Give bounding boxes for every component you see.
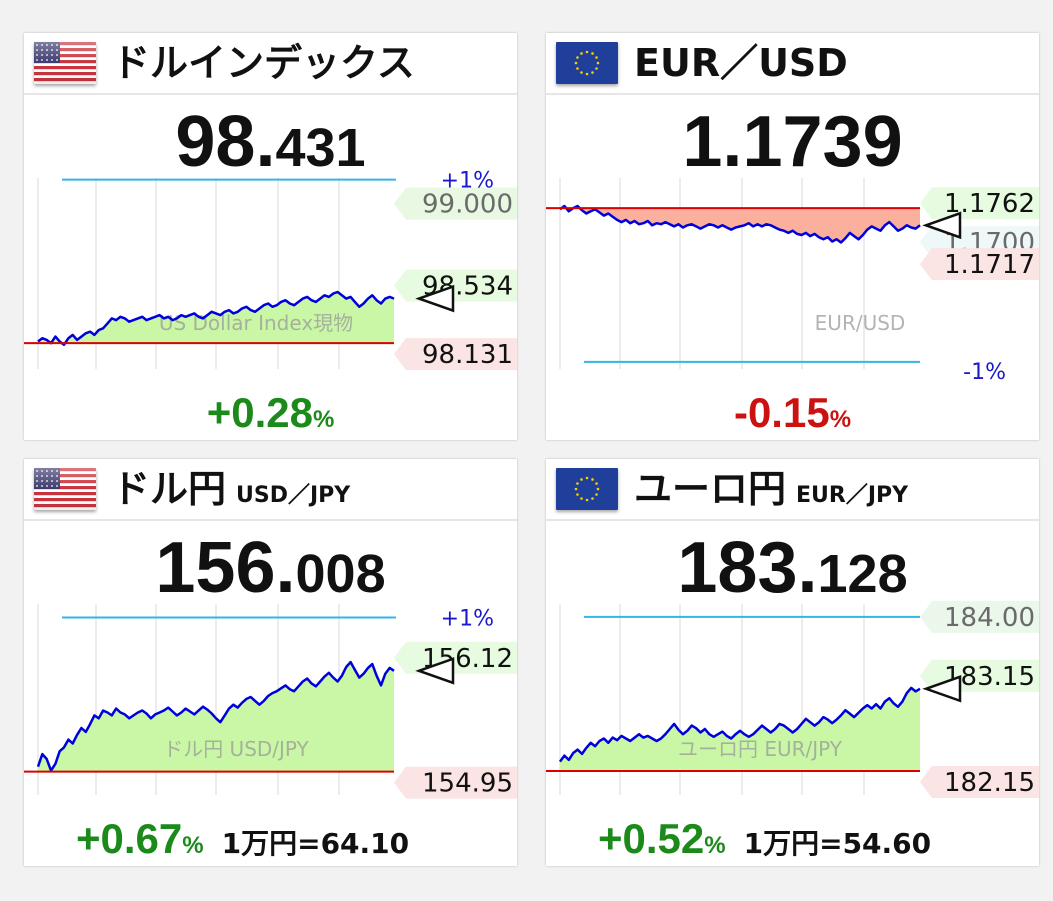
chart-watermark: ユーロ円 EUR/JPY bbox=[678, 737, 843, 761]
dollar-index-panel[interactable]: ドルインデックス 98.431 US Dollar Index現物 99.000 98.… bbox=[24, 33, 517, 440]
change-percent-value: -0.15 bbox=[733, 389, 830, 436]
high-price-label: 98.534 bbox=[394, 269, 517, 302]
title-sub: USD／JPY bbox=[236, 483, 351, 508]
low-price-label-text: 182.15 bbox=[944, 768, 1035, 798]
change-percent-unit: % bbox=[704, 832, 726, 859]
current-price-marker-icon bbox=[922, 211, 962, 240]
header-divider bbox=[546, 93, 1039, 95]
eu-flag-icon bbox=[556, 468, 618, 510]
usd-jpy-panel[interactable]: ドル円 USD／JPY 156.008 ドル円 USD/JPY 156.12 154.95… bbox=[24, 459, 517, 866]
change-area bbox=[38, 292, 394, 345]
change-area bbox=[560, 687, 920, 771]
low-price-label: 182.15 bbox=[920, 766, 1039, 799]
band-value-label: 99.000 bbox=[394, 187, 517, 220]
price-integer: 1.1739 bbox=[682, 102, 903, 182]
price-integer: 98. bbox=[175, 102, 276, 182]
header-divider bbox=[546, 519, 1039, 521]
change-summary: -0.15% bbox=[546, 389, 1039, 437]
high-price-label: 1.1762 bbox=[920, 187, 1039, 220]
price-decimal: 008 bbox=[295, 544, 386, 604]
price-chart[interactable]: ドル円 USD/JPY 156.12 154.95 +1% bbox=[24, 459, 517, 866]
us-flag-icon bbox=[34, 468, 96, 510]
panel-header: ドルインデックス bbox=[24, 33, 517, 97]
panel-title: ユーロ円 EUR／JPY bbox=[634, 463, 908, 523]
chart-watermark: EUR/USD bbox=[815, 311, 906, 335]
price-decimal: 431 bbox=[275, 118, 366, 178]
title-main: ドルインデックス bbox=[112, 41, 415, 85]
low-price-label: 1.1717 bbox=[920, 248, 1039, 281]
eur-jpy-panel[interactable]: ユーロ円 EUR／JPY 183.128 ユーロ円 EUR/JPY 184.00 183.… bbox=[546, 459, 1039, 866]
panel-title: EUR／USD bbox=[634, 37, 848, 97]
header-divider bbox=[24, 519, 517, 521]
panel-header: EUR／USD bbox=[546, 33, 1039, 97]
band-value-label-text: 99.000 bbox=[422, 190, 513, 220]
price-series-line bbox=[36, 660, 395, 772]
change-percent-unit: % bbox=[182, 832, 204, 859]
percent-band-label: -1% bbox=[963, 360, 1006, 385]
yen-conversion: 1万円=54.60 bbox=[743, 827, 932, 860]
title-main: EUR／USD bbox=[634, 41, 848, 85]
current-price: 1.1739 bbox=[546, 101, 1039, 183]
current-price-marker-icon bbox=[922, 675, 962, 703]
yen-conversion: 1万円=64.10 bbox=[221, 827, 410, 860]
change-percent-value: +0.28 bbox=[206, 389, 313, 436]
change-summary: +0.28% bbox=[24, 389, 517, 437]
low-price-label-text: 1.1717 bbox=[944, 250, 1035, 280]
low-price-label: 98.131 bbox=[394, 338, 517, 371]
percent-band-label: +1% bbox=[441, 607, 494, 632]
change-area bbox=[560, 206, 920, 243]
change-summary: +0.52% 1万円=54.60 bbox=[598, 815, 1038, 863]
band-value-label-text: 184.00 bbox=[944, 603, 1035, 633]
title-sub: EUR／JPY bbox=[796, 483, 909, 508]
panel-title: ドル円 USD／JPY bbox=[112, 463, 350, 523]
eur-usd-panel[interactable]: EUR／USD 1.1739 EUR/USD 1.1700 1.1762 1.1717 -1… bbox=[546, 33, 1039, 440]
title-main: ユーロ円 bbox=[634, 467, 787, 511]
current-price: 98.431 bbox=[24, 101, 517, 183]
band-value-label: 184.00 bbox=[920, 600, 1039, 633]
title-main: ドル円 bbox=[112, 467, 227, 511]
change-area bbox=[38, 662, 394, 772]
low-price-label-text: 98.131 bbox=[422, 340, 513, 370]
panel-title: ドルインデックス bbox=[112, 37, 415, 97]
high-price-label: 156.12 bbox=[394, 641, 517, 674]
us-flag-icon bbox=[34, 42, 96, 84]
change-percent-unit: % bbox=[312, 406, 335, 433]
current-price: 183.128 bbox=[546, 527, 1039, 609]
change-percent-unit: % bbox=[829, 406, 852, 433]
header-divider bbox=[24, 93, 517, 95]
price-integer: 156. bbox=[155, 528, 296, 608]
chart-watermark: ドル円 USD/JPY bbox=[163, 737, 309, 761]
current-price: 156.008 bbox=[24, 527, 517, 609]
price-decimal: 128 bbox=[817, 544, 908, 604]
current-price-marker-icon bbox=[415, 284, 455, 313]
percent-band-label: +1% bbox=[441, 169, 494, 194]
change-percent-value: +0.52 bbox=[598, 815, 705, 862]
panel-header: ユーロ円 EUR／JPY bbox=[546, 459, 1039, 523]
price-integer: 183. bbox=[677, 528, 818, 608]
change-percent-value: +0.67 bbox=[76, 815, 183, 862]
current-price-marker-icon bbox=[415, 657, 455, 685]
change-summary: +0.67% 1万円=64.10 bbox=[76, 815, 516, 863]
low-price-label-text: 154.95 bbox=[422, 769, 513, 799]
panel-header: ドル円 USD／JPY bbox=[24, 459, 517, 523]
price-series-line bbox=[558, 686, 921, 763]
price-series-line bbox=[559, 204, 921, 244]
price-series-line bbox=[37, 290, 395, 347]
eu-flag-icon bbox=[556, 42, 618, 84]
low-price-label: 154.95 bbox=[394, 766, 517, 799]
